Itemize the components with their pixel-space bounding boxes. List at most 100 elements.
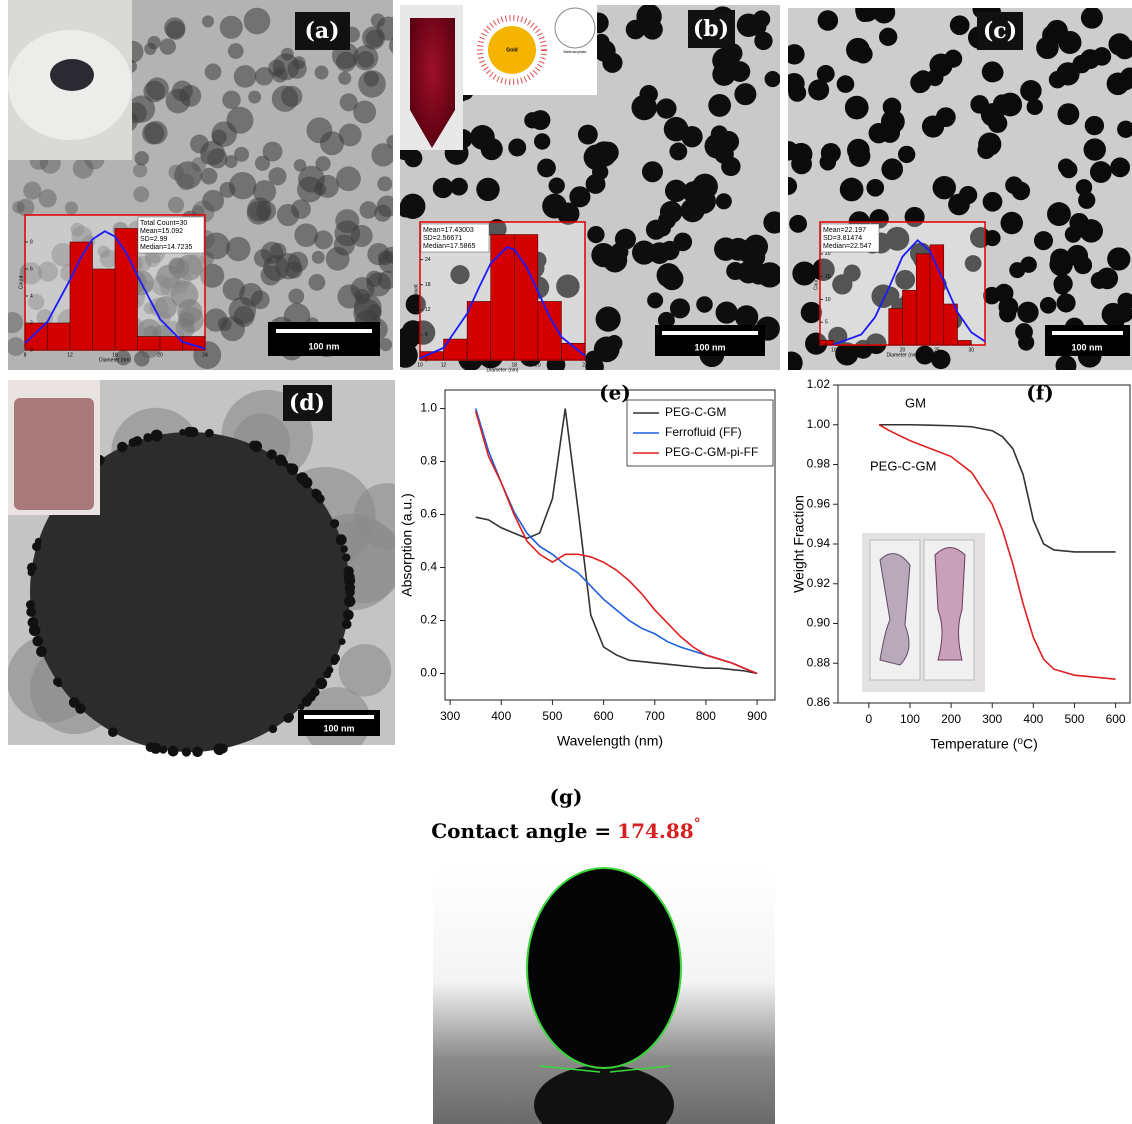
y-tick-label: 1.02 xyxy=(807,377,831,391)
particle xyxy=(342,619,352,629)
particle xyxy=(881,110,905,134)
particle xyxy=(983,192,1003,212)
particle xyxy=(1017,302,1038,323)
x-tick-label: 900 xyxy=(747,709,767,723)
particle xyxy=(294,159,307,172)
panel-label: (a) xyxy=(304,18,339,44)
particle xyxy=(716,302,738,324)
particle xyxy=(179,85,201,107)
y-tick-label: 0.2 xyxy=(420,613,437,627)
particle xyxy=(323,670,331,678)
particle xyxy=(297,177,323,203)
particle xyxy=(845,96,869,120)
y-tick-label: 6 xyxy=(30,266,33,272)
particle xyxy=(658,211,676,229)
particle xyxy=(818,10,839,31)
y-tick-label: 0.0 xyxy=(420,666,437,680)
particle xyxy=(248,91,261,104)
particle xyxy=(288,252,309,273)
legend-label: PEG-C-GM-pi-FF xyxy=(665,445,758,459)
inset-text: Methacrylate xyxy=(564,49,588,54)
series-line xyxy=(879,425,1115,552)
particle xyxy=(346,595,353,602)
particle xyxy=(664,117,689,142)
x-tick-label: 20 xyxy=(157,352,163,358)
particle xyxy=(977,141,995,159)
scale-bars: 100 nm 100 nm 100 nm 100 nm xyxy=(268,322,1130,736)
particle xyxy=(950,15,970,35)
particle xyxy=(744,235,768,259)
particle xyxy=(708,94,731,117)
particle xyxy=(220,182,236,198)
particle xyxy=(534,133,550,149)
x-tick-label: 800 xyxy=(696,709,716,723)
particle xyxy=(1000,212,1022,234)
y-tick-label: 1.00 xyxy=(807,417,831,431)
histogram-bar xyxy=(138,337,161,351)
particle xyxy=(1067,245,1088,266)
particle xyxy=(1034,231,1053,250)
particle xyxy=(386,135,399,148)
histogram-bar xyxy=(48,323,71,350)
particle xyxy=(790,143,813,166)
particle xyxy=(311,489,319,497)
particle xyxy=(801,302,822,323)
particle xyxy=(734,83,756,105)
particle xyxy=(192,747,203,758)
particle xyxy=(1090,161,1112,183)
particle xyxy=(202,15,214,27)
particle xyxy=(133,163,147,177)
particle xyxy=(306,117,332,143)
particle xyxy=(879,28,897,46)
particle xyxy=(65,201,78,214)
particle xyxy=(537,159,556,178)
x-tick-label: 100 xyxy=(900,712,920,726)
stats-text: Median=14.7235 xyxy=(140,244,192,251)
particle xyxy=(1057,293,1076,312)
x-tick-label: 14 xyxy=(464,362,470,368)
x-axis-label: Wavelength (nm) xyxy=(557,733,663,749)
particle xyxy=(362,26,385,49)
particle xyxy=(995,284,1014,303)
particle xyxy=(275,454,286,465)
stats-text: SD=2.99 xyxy=(140,236,168,243)
particle xyxy=(28,617,39,628)
particle xyxy=(128,96,155,123)
particle xyxy=(1018,334,1034,350)
particle xyxy=(669,143,687,161)
x-tick-label: 500 xyxy=(542,709,562,723)
particle xyxy=(397,201,413,217)
particle xyxy=(234,147,249,162)
y-tick-label: 6 xyxy=(425,332,428,338)
particle xyxy=(716,193,732,209)
particle xyxy=(277,204,299,226)
particle xyxy=(632,241,656,265)
particle xyxy=(336,166,361,191)
y-tick-label: 0 xyxy=(30,347,33,353)
angle-value: 174.88 xyxy=(617,819,694,843)
y-axis-label: Count xyxy=(813,276,819,290)
particle xyxy=(603,248,627,272)
particle xyxy=(754,32,772,50)
particle xyxy=(168,746,179,757)
particle xyxy=(339,123,362,146)
histogram-bar xyxy=(930,245,944,345)
particle xyxy=(286,713,294,721)
particle xyxy=(281,48,294,61)
particle xyxy=(642,161,663,182)
particle xyxy=(2,312,23,333)
x-axis-label: Diameter (nm) xyxy=(887,352,919,358)
particle xyxy=(587,226,604,243)
particle xyxy=(315,678,327,690)
particle xyxy=(1058,158,1074,174)
histogram-bar xyxy=(916,254,930,345)
particle xyxy=(205,63,222,80)
y-tick-label: 0.90 xyxy=(807,616,831,630)
scale-bar-label: 100 nm xyxy=(323,723,354,733)
histogram-bar xyxy=(903,290,917,345)
particle xyxy=(254,443,261,450)
x-tick-label: 8 xyxy=(24,352,27,358)
particle xyxy=(379,338,392,351)
particle xyxy=(849,145,871,167)
particle xyxy=(1056,355,1077,376)
